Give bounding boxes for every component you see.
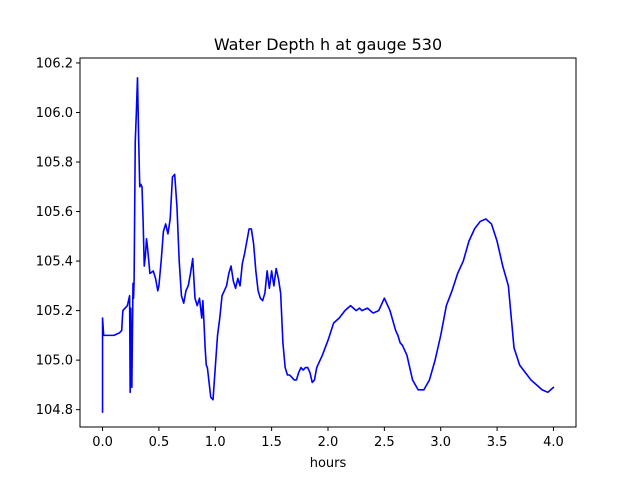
y-tick-label: 105.0 — [36, 354, 73, 369]
x-tick-label: 1.0 — [205, 435, 226, 450]
y-tick-label: 105.2 — [36, 304, 73, 319]
y-tick-label: 105.8 — [36, 156, 73, 171]
x-tick-label: 4.0 — [543, 435, 564, 450]
x-axis-label: hours — [310, 456, 347, 471]
x-tick-label: 1.5 — [261, 435, 282, 450]
x-axis: 0.0 0.5 1.0 1.5 2.0 2.5 3.0 3.5 4.0 — [92, 427, 564, 450]
x-tick-label: 0.0 — [92, 435, 113, 450]
x-tick-label: 3.5 — [487, 435, 508, 450]
y-tick-label: 105.4 — [36, 255, 73, 270]
x-tick-label: 3.0 — [430, 435, 451, 450]
series-layer — [101, 77, 555, 413]
y-tick-label: 106.2 — [36, 56, 73, 71]
x-tick-label: 0.5 — [149, 435, 170, 450]
y-tick-label: 104.8 — [36, 403, 73, 418]
x-tick-label: 2.5 — [374, 435, 395, 450]
y-tick-label: 106.0 — [36, 106, 73, 121]
y-tick-label: 105.6 — [36, 205, 73, 220]
y-axis: 104.8 105.0 105.2 105.4 105.6 105.8 106.0 106.2 — [36, 56, 80, 418]
plot-area — [80, 58, 576, 427]
chart-title: Water Depth h at gauge 530 — [214, 35, 442, 54]
series-line-0 — [101, 77, 555, 413]
x-tick-label: 2.0 — [318, 435, 339, 450]
